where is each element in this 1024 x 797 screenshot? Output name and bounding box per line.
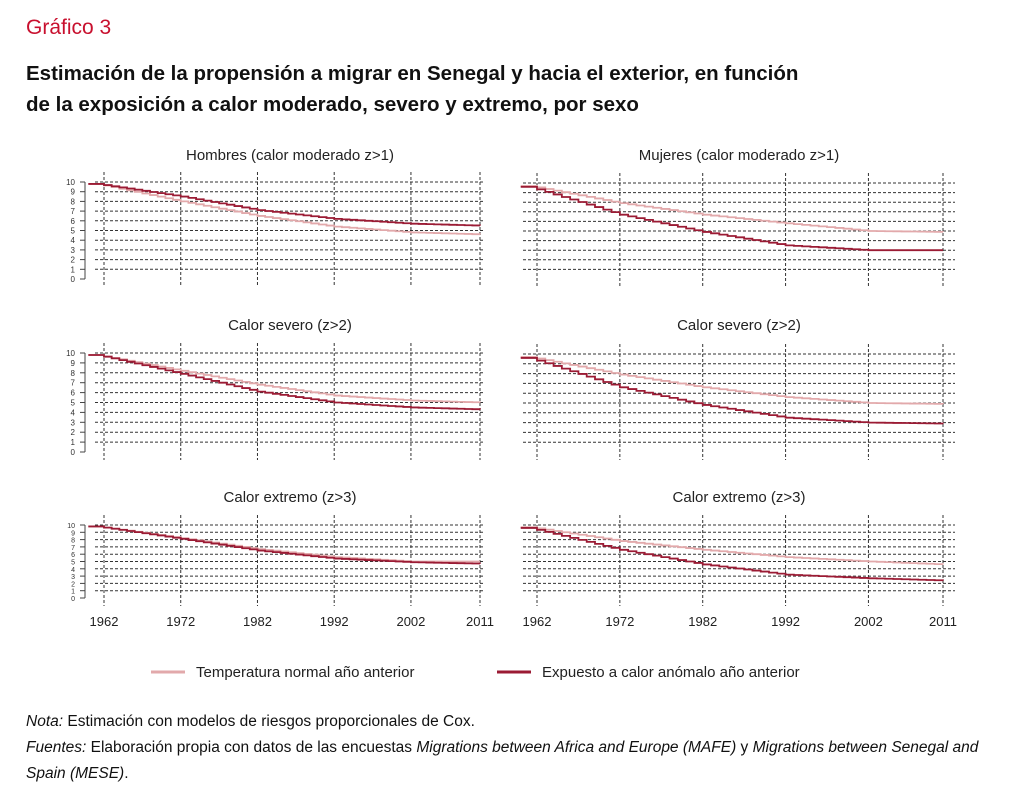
y-tick-label: 2	[71, 581, 75, 588]
note-line: Nota: Estimación con modelos de riesgos …	[26, 709, 1006, 735]
series-line-exposed	[520, 527, 944, 582]
title-line-1: Estimación de la propensión a migrar en …	[26, 62, 799, 85]
y-tick-label: 8	[71, 197, 76, 206]
survey-mafe: Migrations between Africa and Europe (MA…	[416, 739, 737, 756]
figure-title: Estimación de la propensión a migrar en …	[26, 58, 986, 120]
series-line-exposed	[88, 354, 481, 411]
panel-title: Hombres (calor moderado z>1)	[186, 147, 394, 164]
y-tick-label: 4	[71, 236, 76, 245]
legend: Temperatura normal año anterior Expuesto …	[151, 664, 800, 681]
y-tick-label: 8	[71, 369, 76, 378]
y-tick-label: 10	[66, 178, 75, 187]
y-tick-label: 10	[67, 523, 75, 530]
y-tick-label: 6	[71, 217, 76, 226]
y-tick-label: 5	[71, 399, 76, 408]
y-tick-label: 3	[71, 418, 76, 427]
y-tick-label: 6	[71, 552, 75, 559]
panel-title: Calor severo (z>2)	[677, 317, 801, 334]
series-line-exposed	[520, 185, 943, 252]
y-tick-label: 0	[71, 596, 75, 603]
y-tick-label: 2	[71, 256, 76, 265]
sources-label: Fuentes:	[26, 739, 87, 756]
x-tick-label: 1972	[605, 614, 634, 629]
series-line-normal	[88, 525, 480, 563]
panel-4: Calor severo (z>2)	[520, 317, 955, 460]
sources-text: y	[736, 739, 753, 756]
x-tick-label: 1982	[243, 614, 272, 629]
footnotes: Nota: Estimación con modelos de riesgos …	[26, 709, 1006, 787]
y-tick-label: 1	[71, 438, 76, 447]
panel-6: Calor extremo (z>3) 1962 1972 1982 1992 2002 2…	[520, 489, 957, 629]
y-tick-label: 10	[66, 349, 75, 358]
y-tick-label: 8	[71, 538, 75, 545]
series-line-normal	[88, 183, 481, 236]
x-tick-label: 1962	[523, 614, 552, 629]
y-tick-label: 4	[71, 408, 76, 417]
series-line-exposed	[520, 357, 944, 425]
series-line-normal	[88, 354, 481, 404]
sources-line: Fuentes: Elaboración propia con datos de…	[26, 735, 1006, 787]
series-line-normal	[520, 184, 944, 233]
note-label: Nota:	[26, 713, 64, 730]
y-tick-label: 9	[71, 359, 76, 368]
legend-label-exposed: Expuesto a calor anómalo año anterior	[542, 664, 800, 681]
y-tick-label: 3	[71, 246, 76, 255]
sources-text: .	[124, 765, 129, 782]
sources-text: Elaboración propia con datos de las encu…	[86, 739, 417, 756]
y-tick-label: 7	[71, 379, 76, 388]
x-tick-label: 2011	[466, 614, 494, 629]
y-tick-label: 1	[71, 265, 76, 274]
panel-title: Calor severo (z>2)	[228, 317, 352, 334]
series-line-normal	[520, 526, 944, 565]
y-tick-label: 3	[71, 574, 75, 581]
series-line-normal	[520, 356, 944, 405]
legend-label-normal: Temperatura normal año anterior	[196, 664, 414, 681]
y-tick-label: 4	[71, 567, 75, 574]
y-tick-label: 2	[71, 428, 76, 437]
x-tick-label: 1982	[688, 614, 717, 629]
y-tick-label: 7	[71, 207, 76, 216]
y-tick-label: 9	[71, 530, 75, 537]
y-tick-label: 0	[71, 275, 76, 284]
x-tick-label: 1992	[771, 614, 800, 629]
series-line-exposed	[88, 525, 481, 565]
y-tick-label: 5	[71, 227, 76, 236]
series-line-exposed	[88, 183, 481, 227]
panel-title: Calor extremo (z>3)	[224, 489, 357, 506]
y-tick-label: 7	[71, 545, 75, 552]
x-tick-label: 1992	[320, 614, 349, 629]
x-tick-label: 1962	[90, 614, 119, 629]
y-tick-label: 0	[71, 448, 76, 457]
panel-title: Calor extremo (z>3)	[673, 489, 806, 506]
y-tick-label: 5	[71, 560, 75, 567]
panel-5: Calor extremo (z>3)1962 1972 1982 1992 2002 2…	[67, 489, 494, 629]
x-tick-label: 2002	[396, 614, 425, 629]
y-tick-label: 9	[71, 188, 76, 197]
panel-2: Mujeres (calor moderado z>1)	[520, 147, 955, 287]
x-tick-label: 1972	[166, 614, 195, 629]
survey-mese: Migrations between Senegal and Spain (ME…	[26, 739, 979, 782]
panel-title: Mujeres (calor moderado z>1)	[639, 147, 840, 164]
x-tick-label: 2011	[929, 614, 957, 629]
y-tick-label: 6	[71, 389, 76, 398]
note-text: Estimación con modelos de riesgos propor…	[63, 713, 475, 730]
y-tick-label: 1	[71, 589, 75, 596]
title-line-2: de la exposición a calor moderado, sever…	[26, 93, 639, 116]
figure-label: Gráfico 3	[26, 16, 112, 39]
x-tick-label: 2002	[854, 614, 883, 629]
